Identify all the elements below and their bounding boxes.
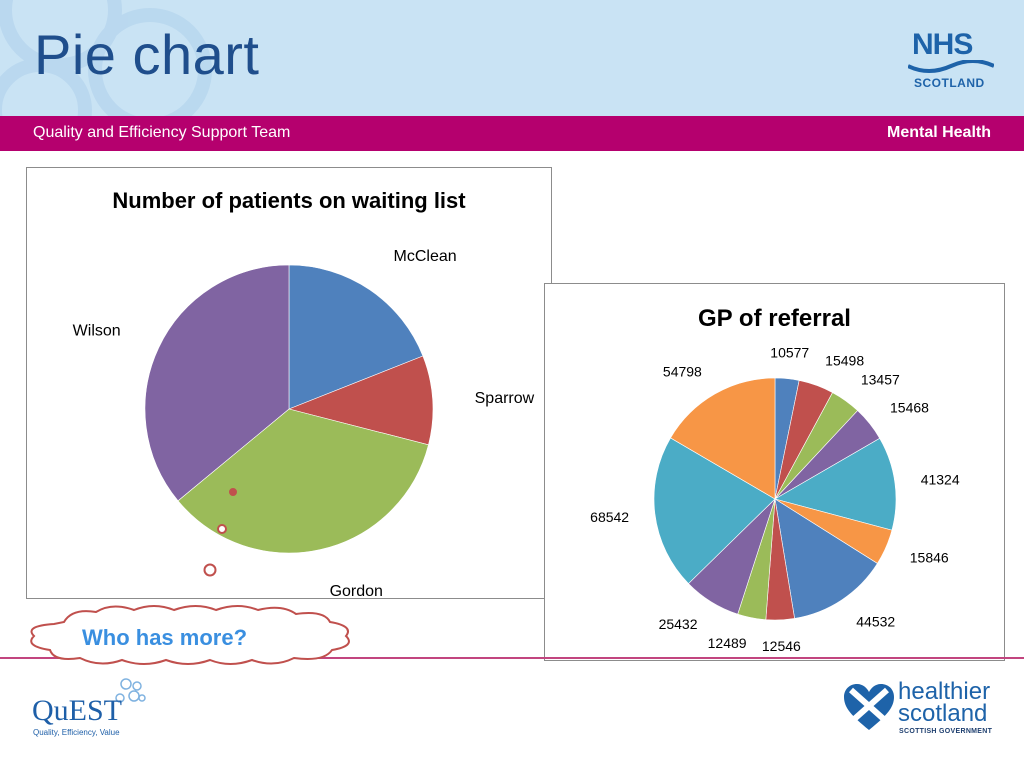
slice-label: Gordon	[330, 583, 383, 598]
pie-slice	[653, 437, 776, 585]
slice-label: 44532	[856, 613, 895, 629]
slice-label: McClean	[394, 248, 457, 265]
slice-label: Sparrow	[475, 390, 535, 407]
slice-label: 25432	[659, 616, 698, 632]
chart-title: Number of patients on waiting list	[112, 188, 466, 213]
pie-slice	[774, 437, 897, 531]
waiting-list-pie: Number of patients on waiting list McClea…	[73, 188, 535, 598]
wave-icon	[908, 60, 994, 73]
pie-slice	[177, 408, 429, 554]
page-title: Pie chart	[34, 23, 260, 86]
band-team-name: Quality and Efficiency Support Team	[33, 124, 291, 141]
saltire-heart-icon	[844, 684, 894, 730]
callout-question: Who has more?	[82, 625, 248, 650]
slice-label: 10577	[770, 345, 809, 361]
quest-logo: QuEST Quality, Efficiency, Value	[32, 676, 152, 742]
waiting-list-chart: Number of patients on waiting list McClea…	[26, 167, 552, 599]
quest-logo-text: QuEST	[32, 694, 122, 727]
pie-slice	[288, 355, 434, 446]
slice-label: 68542	[590, 509, 629, 525]
slice-label: Wilson	[73, 322, 121, 339]
gp-referral-pie: GP of referral 10577 15498 13457 15468 41324 1…	[590, 305, 960, 654]
bubbles-icon	[115, 678, 146, 703]
thought-bubble-dot	[203, 563, 217, 577]
slice-label: 54798	[663, 363, 702, 379]
slice-label: 15846	[910, 550, 949, 566]
healthier-scotland-logo: healthier scotland SCOTTISH GOVERNMENT	[842, 680, 1002, 740]
slice-label: 12546	[762, 638, 801, 654]
slice-label: 12489	[708, 635, 747, 651]
pie-slice	[288, 264, 424, 410]
nhs-scotland-logo: NHS SCOTLAND	[900, 28, 1000, 98]
nhs-logo-text: NHS	[912, 28, 973, 61]
band-topic: Mental Health	[886, 124, 991, 141]
pie-slice	[670, 377, 776, 500]
quest-tagline: Quality, Efficiency, Value	[33, 728, 120, 737]
slide-header: Pie chart NHS SCOTLAND	[0, 0, 1024, 116]
slice-label: 41324	[921, 471, 960, 487]
nhs-logo-subtext: SCOTLAND	[914, 76, 985, 90]
header-band: Quality and Efficiency Support Team Ment…	[0, 116, 1024, 151]
pie-slice	[774, 498, 878, 619]
gp-referral-chart: GP of referral 10577 15498 13457 15468 41324 1…	[544, 283, 1005, 661]
hs-logo-line1: healthier	[898, 678, 991, 705]
hs-logo-line2: scotland	[898, 700, 988, 727]
hs-logo-line3: SCOTTISH GOVERNMENT	[899, 728, 993, 735]
slice-label: 13457	[861, 372, 900, 388]
thought-bubble-dot	[217, 524, 227, 534]
pie-slice	[144, 264, 290, 502]
footer-divider	[0, 657, 1024, 659]
slice-label: 15498	[825, 353, 864, 369]
slice-label: 15468	[890, 399, 929, 415]
thought-bubble	[30, 605, 350, 665]
decorative-rings	[0, 0, 212, 116]
thought-bubble-dot	[229, 488, 237, 496]
chart-title: GP of referral	[698, 305, 851, 332]
